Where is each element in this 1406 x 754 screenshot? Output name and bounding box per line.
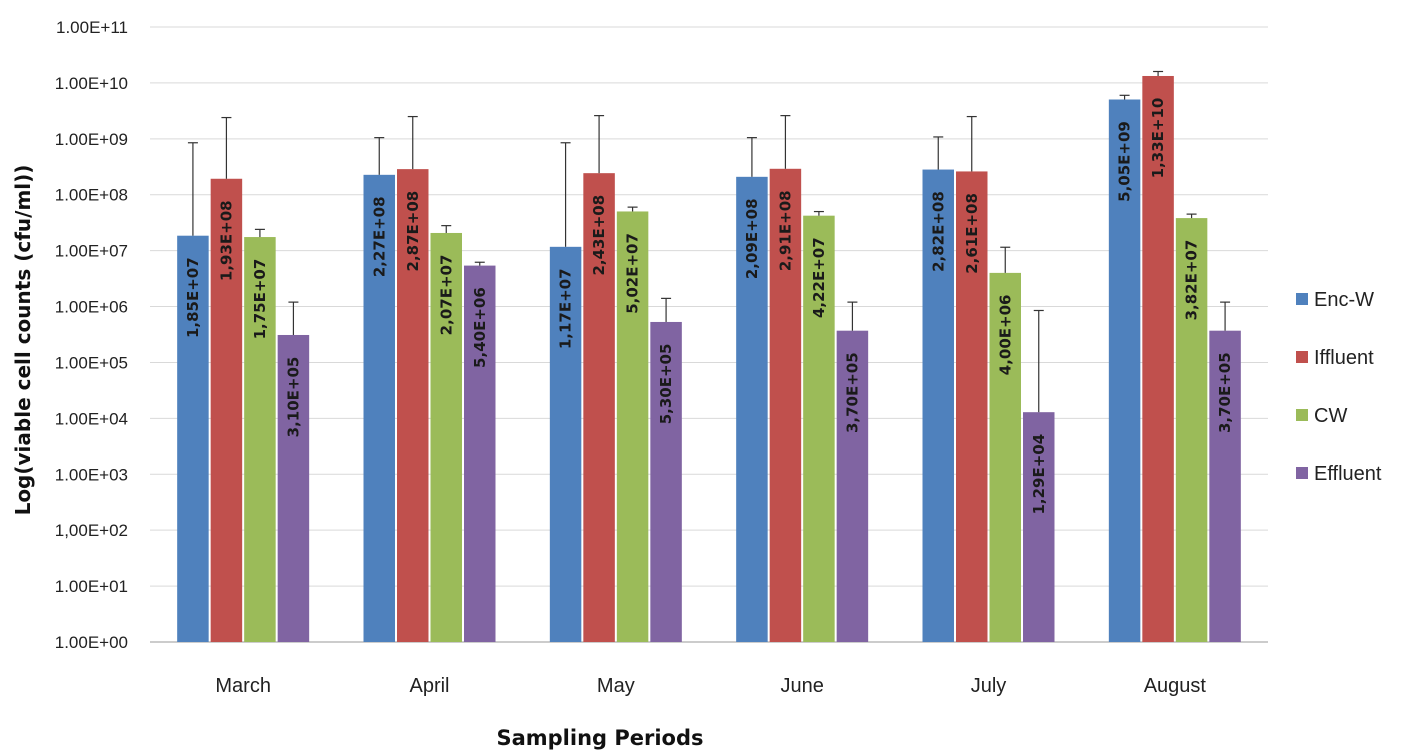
y-tick-label: 1.00E+07 — [55, 242, 128, 261]
bars — [177, 75, 1241, 643]
bar — [616, 211, 649, 642]
data-label: 3,70E+05 — [843, 352, 861, 433]
x-axis-title: Sampling Periods — [496, 726, 703, 750]
y-tick-label: 1.00E+00 — [55, 633, 128, 652]
legend-label: Enc-W — [1314, 289, 1374, 311]
x-tick-label: March — [215, 675, 271, 697]
data-label: 5,40E+06 — [471, 287, 489, 368]
data-label: 2,43E+08 — [590, 195, 608, 276]
error-bars — [187, 70, 1231, 413]
bar — [1108, 99, 1141, 642]
bar — [650, 321, 682, 642]
gridlines — [150, 26, 1268, 643]
data-label: 5,05E+09 — [1116, 121, 1134, 202]
x-tick-label: June — [780, 675, 823, 697]
bar — [177, 235, 209, 642]
bar — [1209, 330, 1241, 642]
data-label: 2,87E+08 — [404, 191, 422, 272]
legend-label: CW — [1314, 405, 1347, 427]
bar — [277, 334, 310, 642]
y-tick-label: 1.00E+11 — [56, 18, 128, 37]
x-tick-label: July — [971, 675, 1007, 697]
data-label: 1,17E+07 — [557, 268, 575, 349]
data-label: 1,75E+07 — [251, 259, 269, 340]
legend-label: Effluent — [1314, 463, 1382, 485]
bar — [583, 173, 615, 642]
bar — [1142, 75, 1174, 642]
bar — [464, 265, 496, 642]
bar — [1175, 218, 1208, 642]
bar — [989, 272, 1021, 642]
y-axis-tick-labels: 1.00E+00 1.00E+01 1,00E+02 1.00E+03 1.00E+04… — [55, 18, 128, 652]
bar — [769, 168, 802, 642]
data-label: 2,27E+08 — [370, 196, 388, 277]
legend-label: Iffluent — [1314, 347, 1374, 369]
bar — [803, 215, 835, 642]
legend-swatch — [1296, 351, 1308, 363]
y-tick-label: 1.00E+08 — [55, 186, 128, 205]
bar — [549, 246, 582, 642]
legend-swatch — [1296, 409, 1308, 421]
y-tick-label: 1,00E+02 — [55, 521, 128, 540]
bar — [244, 237, 276, 642]
data-label: 1,33E+10 — [1149, 98, 1167, 179]
bar — [397, 169, 429, 643]
y-tick-label: 1.00E+10 — [55, 74, 128, 93]
data-label: 5,02E+07 — [624, 233, 642, 314]
data-label: 1,85E+07 — [184, 257, 202, 338]
x-axis-category-labels: March April May June July August — [215, 675, 1206, 697]
x-tick-label: April — [409, 675, 449, 697]
data-label: 5,30E+05 — [657, 344, 675, 425]
legend: Enc-W Iffluent CW Effluent — [1296, 289, 1382, 485]
data-label: 2,91E+08 — [776, 190, 794, 271]
y-tick-label: 1.00E+04 — [55, 409, 128, 428]
bar — [210, 178, 243, 642]
y-tick-label: 1.00E+05 — [55, 353, 128, 372]
x-tick-label: August — [1144, 675, 1207, 697]
data-label: 2,61E+08 — [963, 193, 981, 274]
bar — [922, 169, 954, 642]
data-label: 4,00E+06 — [996, 295, 1014, 376]
data-label: 1,29E+04 — [1030, 434, 1048, 515]
data-label: 3,70E+05 — [1216, 352, 1234, 433]
data-label: 2,82E+08 — [929, 191, 947, 272]
data-label: 3,82E+07 — [1183, 240, 1201, 321]
data-label: 2,09E+08 — [743, 198, 761, 279]
bar — [430, 232, 462, 642]
y-tick-label: 1.00E+03 — [55, 465, 128, 484]
legend-swatch — [1296, 293, 1308, 305]
y-tick-label: 1.00E+01 — [55, 577, 128, 596]
data-labels: 1,85E+07 1,93E+08 1,75E+07 3,10E+05 2,27E+08… — [184, 98, 1234, 515]
y-tick-label: 1.00E+06 — [55, 298, 128, 317]
data-label: 3,10E+05 — [284, 357, 302, 438]
legend-swatch — [1296, 467, 1308, 479]
bar — [736, 176, 768, 642]
bar — [363, 174, 395, 642]
y-tick-label: 1.00E+09 — [55, 130, 128, 149]
y-axis-title: Log(viable cell counts (cfu/ml)) — [11, 165, 35, 516]
bar — [836, 330, 869, 642]
data-label: 4,22E+07 — [810, 237, 828, 318]
bar — [956, 171, 988, 642]
bar — [1023, 412, 1055, 642]
data-label: 1,93E+08 — [217, 200, 235, 281]
data-label: 2,07E+07 — [437, 255, 455, 336]
x-tick-label: May — [597, 675, 635, 697]
